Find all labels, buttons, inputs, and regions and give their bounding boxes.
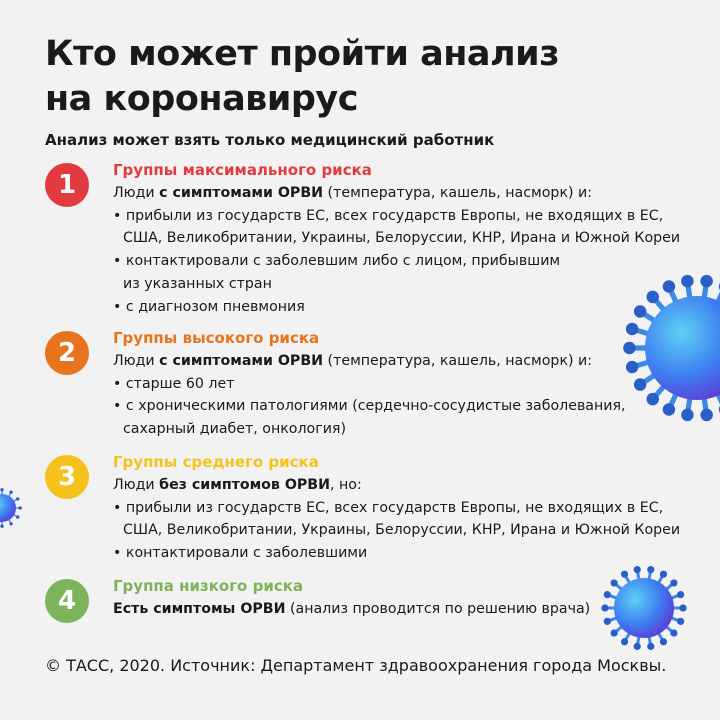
intro-bold: без симптомов ОРВИ [159,476,330,493]
virus-spike-tip [662,403,676,416]
virus-spike-tip [659,570,668,578]
group-criterion-line: • с диагнозом пневмония [113,298,305,315]
intro-suffix: (температура, кашель, насморк) и: [323,352,593,369]
group-body: Группы максимального риска Люди с симпто… [113,159,713,319]
virus-spike-tip [18,506,22,510]
group-criterion-line: сахарный диабет, онкология) [123,421,346,438]
group-criterion-line: • прибыли из государств ЕС, всех государ… [113,207,664,224]
virus-spike-tip [625,360,639,374]
virus-spike-tip [679,604,687,612]
virus-spike-tip [662,280,676,293]
group-title: Группа низкого риска [113,577,304,595]
group-criterion-line: • прибыли из государств ЕС, всех государ… [113,499,664,516]
virus-spike-tip [633,305,647,318]
group-criterion-line: • старше 60 лет [113,375,235,392]
virus-spike-tip [623,341,636,355]
intro-bold: с симптомами ОРВИ [159,184,324,201]
group-number-badge: 1 [45,163,89,207]
virus-spike-tip [0,524,4,528]
virus-spike-tip [633,642,641,651]
virus-spike-tip [625,322,639,336]
group-criterion-line: США, Великобритании, Украины, Белоруссии… [123,522,681,539]
group-body: Группы среднего риска Люди без симптомов… [113,451,713,565]
virus-spike-tip [9,490,13,494]
group-title: Группы максимального риска [113,161,372,179]
virus-spike-tip [647,565,655,574]
virus-illustration-right [623,274,720,422]
group-body: Группа низкого риска Есть симптомы ОРВИ … [113,575,713,621]
intro-bold: с симптомами ОРВИ [159,352,324,369]
virus-spike-tip [16,497,20,501]
group-intro: Люди с симптомами ОРВИ (температура, каш… [113,182,713,205]
virus-illustration-bottom [601,565,687,651]
group-number-badge: 4 [45,579,89,623]
virus-spike-tip [633,565,641,574]
source-footer: © ТАСС, 2020. Источник: Департамент здра… [45,656,667,675]
virus-spike-tip [670,629,678,637]
page-title: Кто может пройти анализ на коронавирус [45,32,560,122]
virus-spike-tip [9,522,13,526]
intro-prefix: Люди [113,476,160,493]
group-criterion-line: США, Великобритании, Украины, Белоруссии… [123,230,681,247]
virus-spike-tip [0,488,4,492]
intro-suffix: , но: [330,476,362,493]
virus-spike-tip [610,629,618,637]
virus-spike-tip [670,579,678,587]
group-intro: Люди без симптомов ОРВИ, но: [113,474,713,497]
intro-prefix: Люди [113,184,160,201]
title-line-2: на коронавирус [45,79,358,119]
group-title: Группы среднего риска [113,453,319,471]
virus-spike-tip [677,591,685,599]
group-intro: Есть симптомы ОРВИ (анализ проводится по… [113,598,713,621]
virus-spike-tip [700,408,713,422]
intro-bold: Есть симптомы ОРВИ [113,600,286,617]
virus-body [645,296,720,400]
group-number-badge: 2 [45,331,89,375]
intro-suffix: (температура, кашель, насморк) и: [323,184,593,201]
virus-spike-tip [16,515,20,519]
group-title: Группы высокого риска [113,329,320,347]
virus-spike-tip [620,638,629,646]
group-body: Группы высокого риска Люди с симптомами … [113,327,713,441]
group-criterion-line: • контактировали с заболевшим либо с лиц… [113,253,561,270]
group-criterion-line: из указанных стран [123,275,272,292]
group-number-badge: 3 [45,455,89,499]
virus-body [0,494,16,522]
virus-spike-tip [677,617,685,625]
intro-prefix: Люди [113,352,160,369]
group-criterion-line: • с хроническими патологиями (сердечно-с… [113,398,626,415]
subtitle: Анализ может взять только медицинский ра… [45,131,495,149]
virus-spike-tip [646,392,659,406]
virus-spike-tip [610,579,618,587]
virus-spike-tip [633,378,647,391]
virus-spike-tip [681,408,694,422]
virus-spike-tip [647,642,655,651]
group-criterion-line: • контактировали с заболевшими [113,545,368,562]
virus-spike-tip [603,617,611,625]
virus-spike-tip [659,638,668,646]
virus-spike-tip [646,290,659,304]
virus-spike-tip [603,591,611,599]
intro-suffix: (анализ проводится по решению врача) [285,600,591,617]
virus-body [614,578,674,638]
virus-spike-tip [681,274,694,288]
title-line-1: Кто может пройти анализ [45,34,560,74]
virus-spike-tip [601,604,609,612]
virus-spike-tip [700,274,713,288]
virus-spike-tip [620,570,629,578]
virus-illustration-left [0,488,22,528]
group-intro: Люди с симптомами ОРВИ (температура, каш… [113,350,713,373]
